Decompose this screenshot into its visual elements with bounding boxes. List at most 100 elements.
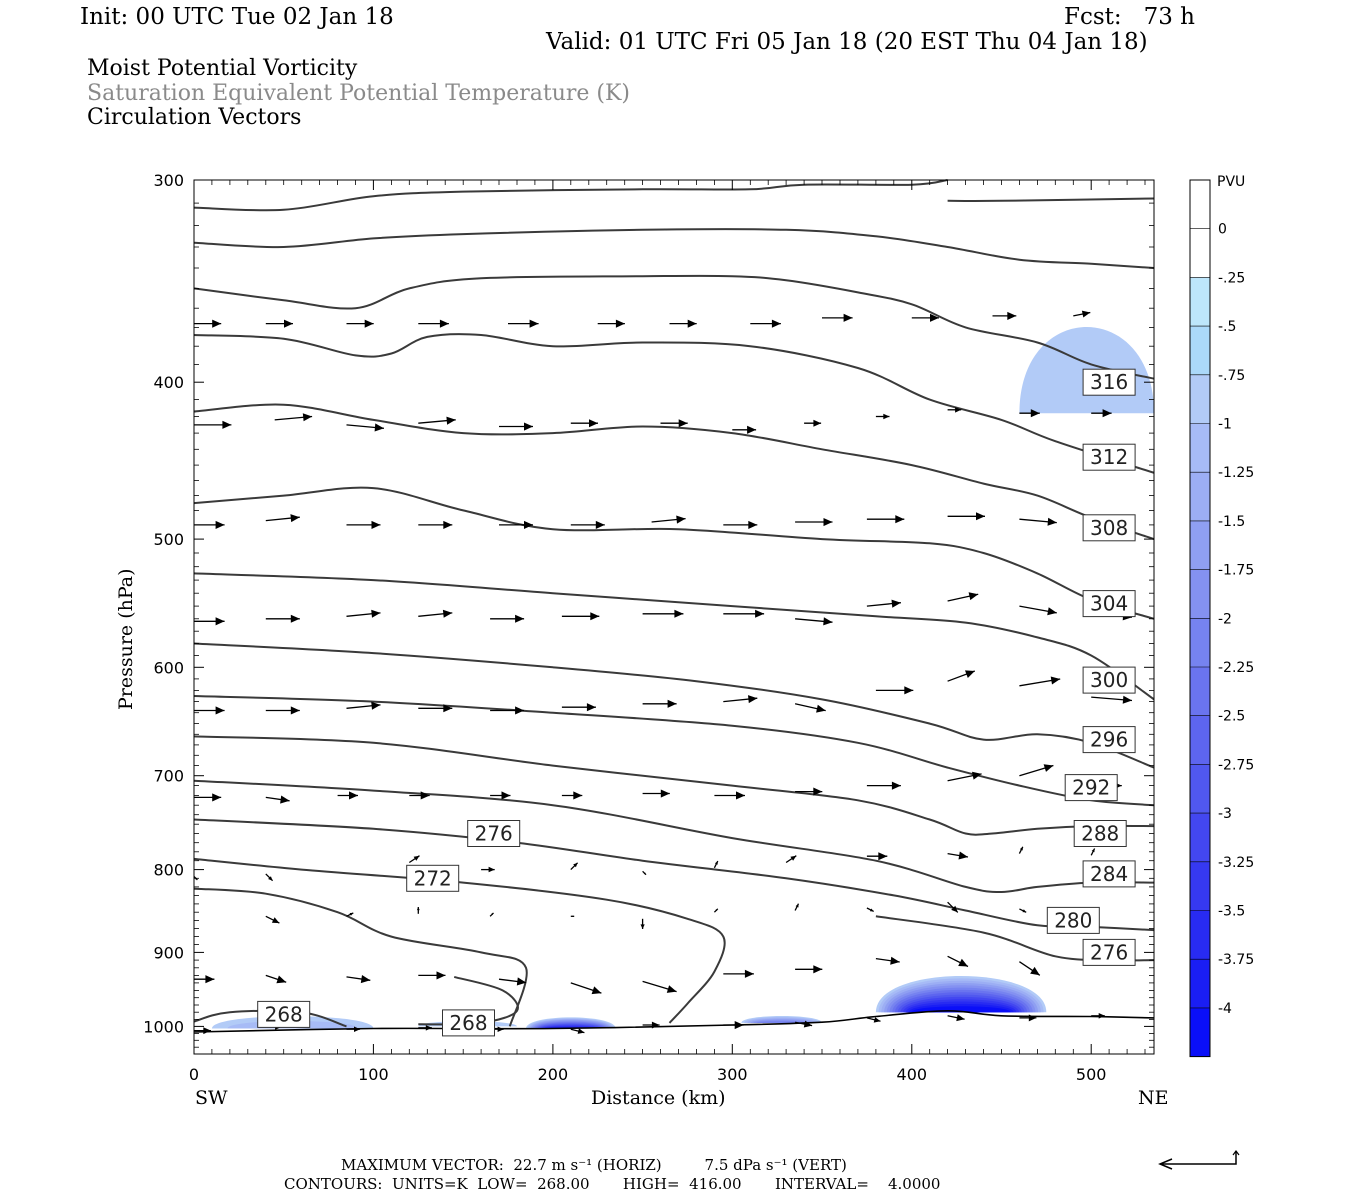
colorbar-tick-label: -1 — [1218, 417, 1232, 433]
theta-es-contour-layer — [193, 179, 1155, 1028]
circulation-vector — [642, 699, 677, 708]
colorbar-swatch — [1190, 1007, 1210, 1057]
circulation-vector — [194, 793, 222, 802]
circulation-vector — [194, 1027, 211, 1035]
circulation-vector — [570, 419, 598, 428]
theta-es-contour-292 — [193, 695, 1155, 807]
circulation-vector — [418, 319, 449, 328]
contour-label: 276 — [475, 822, 513, 846]
y-tick-label: 500 — [153, 530, 184, 549]
circulation-vector — [498, 977, 527, 986]
circulation-vector — [418, 609, 453, 618]
circulation-vector — [194, 975, 215, 984]
circulation-vector — [1090, 848, 1096, 856]
circulation-vector — [642, 1021, 660, 1029]
circulation-vector — [481, 866, 495, 873]
contour-label-box — [1073, 820, 1127, 847]
colorbar-swatch — [1190, 959, 1210, 1008]
theta-es-contour-272 — [193, 887, 528, 1027]
circulation-vector — [570, 1028, 585, 1034]
circulation-vector — [642, 789, 670, 798]
y-tick-label: 600 — [153, 658, 184, 677]
colorbar-swatch — [1190, 326, 1210, 375]
circulation-vector — [642, 980, 677, 993]
circulation-vector — [651, 515, 686, 524]
theta-es-contour-288 — [193, 735, 1155, 836]
colorbar-swatch — [1190, 228, 1210, 278]
circulation-vector — [947, 1014, 965, 1022]
circulation-vector — [875, 413, 890, 420]
circulation-vector — [570, 862, 579, 871]
colorbar-swatch — [1190, 764, 1210, 814]
theta-es-contour-276 — [193, 857, 726, 1024]
circulation-vector — [346, 1026, 361, 1032]
circulation-vector — [947, 851, 969, 860]
colorbar-tick-label: -1.25 — [1218, 465, 1254, 481]
circulation-vector — [1091, 409, 1112, 418]
circulation-vector — [346, 423, 384, 432]
contour-label-box — [257, 1000, 311, 1028]
colorbar-tick-label: -3.5 — [1218, 904, 1245, 920]
colorbar-tick-label: -1.5 — [1218, 514, 1245, 530]
circulation-vector — [1091, 1013, 1105, 1019]
circulation-vector — [669, 319, 697, 328]
circulation-vector — [866, 515, 905, 524]
colorbar-swatch — [1190, 715, 1210, 765]
title-vectors: Circulation Vectors — [87, 105, 302, 130]
title-theta-es: Saturation Equivalent Potential Temperat… — [87, 81, 630, 106]
colorbar-tick-label: -2 — [1218, 611, 1232, 627]
circulation-vector — [723, 969, 754, 978]
circulation-vector — [642, 870, 647, 876]
circulation-vector — [866, 907, 874, 912]
colorbar-swatch — [1190, 813, 1210, 862]
circulation-vector — [274, 413, 313, 422]
theta-es-contour-320 — [193, 228, 1155, 269]
ne-end-label: NE — [1138, 1087, 1169, 1109]
circulation-vector — [660, 419, 688, 428]
forecast-hour: Fcst: 73 h — [1064, 4, 1195, 30]
colorbar-swatch — [1190, 423, 1210, 473]
y-tick-label: 400 — [153, 373, 184, 392]
circulation-vector — [194, 319, 222, 328]
theta-es-contour-308 — [193, 403, 1155, 541]
circulation-vector — [714, 791, 745, 800]
mpv-shaded-region — [756, 1021, 807, 1023]
circulation-vector — [794, 1020, 813, 1028]
circulation-vector — [1018, 846, 1024, 854]
circulation-vector — [795, 617, 833, 626]
sw-end-label: SW — [195, 1087, 228, 1109]
contour-label: 304 — [1090, 592, 1128, 616]
colorbar-swatch — [1190, 667, 1210, 716]
x-tick-label: 200 — [538, 1065, 569, 1084]
contour-label: 268 — [265, 1002, 303, 1026]
contour-label-box — [1082, 938, 1136, 966]
circulation-vector — [947, 901, 959, 913]
circulation-vector — [723, 520, 758, 529]
theta-es-contour-324 — [193, 179, 948, 212]
contour-label-box — [1082, 726, 1136, 754]
theta-es-contour-328 — [947, 197, 1155, 202]
circulation-vector — [346, 975, 371, 984]
circulation-vector — [723, 1021, 744, 1030]
circulation-vector — [418, 704, 453, 713]
theta-es-contour-316 — [193, 274, 1155, 380]
circulation-vector — [795, 787, 823, 796]
circulation-vector — [418, 520, 453, 529]
circulation-vector — [265, 915, 280, 924]
circulation-vector — [490, 706, 525, 715]
circulation-vector — [418, 416, 456, 425]
x-tick-label: 400 — [897, 1065, 928, 1084]
y-tick-label: 800 — [153, 861, 184, 880]
circulation-vector — [822, 313, 853, 322]
title-mpv: Moist Potential Vorticity — [87, 56, 358, 81]
circulation-vector — [265, 873, 274, 882]
circulation-vector — [642, 609, 684, 618]
circulation-vector — [265, 706, 300, 715]
circulation-vector — [490, 614, 525, 623]
contour-label-layer: 268 268 272 276 276 280 284 288 292 296 300 304 308 3… — [257, 368, 1136, 1037]
circulation-vector — [1019, 517, 1057, 526]
mpv-shading-layer — [211, 327, 1154, 1029]
circulation-vector — [194, 617, 225, 626]
circulation-vector — [947, 670, 976, 682]
circulation-vector — [947, 407, 962, 413]
